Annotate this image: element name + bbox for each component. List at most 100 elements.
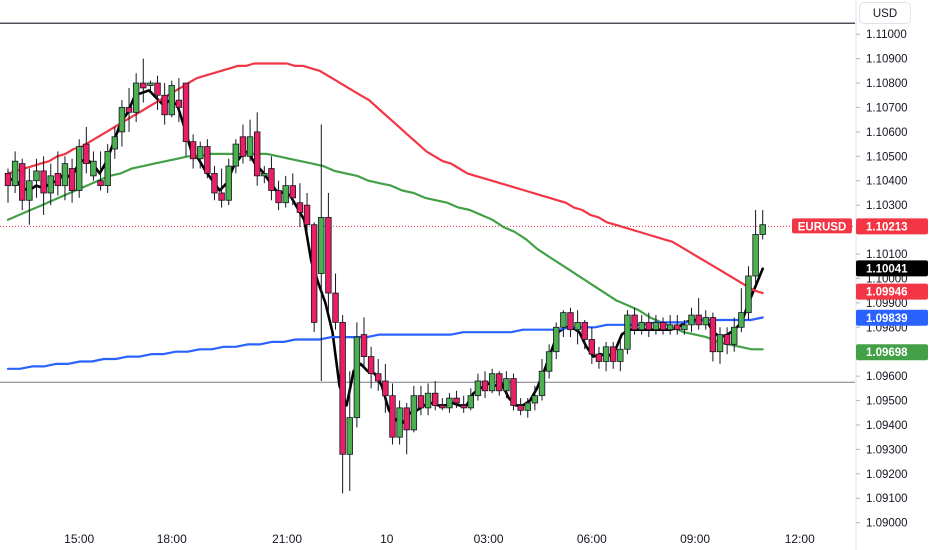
candle	[26, 168, 33, 225]
candle	[275, 180, 282, 211]
candle	[410, 385, 418, 433]
candle-body	[759, 224, 766, 235]
candle-body	[118, 107, 126, 133]
candle	[310, 222, 318, 333]
y-tick-label: 1.11000	[866, 29, 907, 41]
candle	[481, 371, 489, 399]
y-tick-label: 1.09400	[866, 420, 908, 432]
candle-body	[296, 202, 304, 213]
candle	[197, 141, 204, 169]
currency-button[interactable]: USD	[859, 2, 911, 24]
y-tick-label: 1.09500	[866, 396, 908, 408]
candle-body	[253, 131, 261, 177]
candle-body	[225, 165, 232, 201]
candle-body	[125, 107, 133, 113]
candle	[581, 319, 588, 350]
candle	[90, 151, 97, 181]
candle	[602, 341, 610, 372]
candle-body	[431, 392, 439, 406]
candle	[638, 315, 645, 335]
candle-body	[90, 160, 97, 177]
candle-body	[745, 275, 752, 314]
candle	[446, 393, 453, 413]
x-tick-label: 18:00	[157, 532, 187, 546]
candle	[439, 398, 446, 411]
candle	[40, 156, 47, 215]
candle	[161, 83, 168, 125]
candle-body	[446, 397, 453, 409]
candle-body	[503, 378, 510, 392]
candle	[253, 112, 261, 186]
candle-body	[588, 339, 596, 355]
candle-body	[154, 82, 161, 96]
candle-body	[659, 321, 667, 331]
candle	[33, 158, 40, 198]
time-axis[interactable]: 15:00 18:00 21:00 10 03:00 06:00 09:00 12:00	[64, 532, 815, 546]
candle	[624, 310, 631, 355]
candle	[588, 327, 596, 364]
candle	[752, 210, 759, 284]
price-tag-bg	[856, 260, 928, 277]
candle-body	[510, 378, 517, 406]
candle-body	[545, 351, 553, 372]
candle	[545, 344, 553, 379]
candle-body	[140, 82, 147, 89]
candle	[531, 385, 539, 411]
candle	[488, 368, 496, 394]
candle-body	[275, 190, 282, 204]
candle-body	[168, 85, 175, 116]
candle-body	[666, 324, 674, 331]
candle-body	[524, 402, 531, 411]
candle	[154, 75, 161, 110]
candle-body	[517, 405, 524, 411]
candle-body	[645, 321, 652, 331]
candle-body	[638, 321, 645, 331]
candle	[97, 151, 104, 191]
candle-body	[716, 334, 724, 353]
candle	[645, 312, 652, 338]
price-tag-bg	[856, 344, 928, 361]
candle	[674, 315, 681, 335]
candle-body	[617, 348, 624, 362]
horizontal-lines-layer	[0, 22, 855, 383]
candle	[111, 127, 118, 159]
candle-body	[318, 216, 325, 274]
candle	[360, 317, 368, 367]
candle-body	[61, 163, 69, 187]
candle-body	[474, 380, 482, 397]
candles-layer	[4, 58, 766, 494]
price-tag-bg	[856, 218, 928, 235]
candle	[11, 151, 19, 193]
candle-body	[488, 373, 496, 392]
candle-body	[709, 317, 717, 353]
candle-body	[688, 314, 695, 326]
candle	[318, 124, 325, 382]
candle	[496, 371, 503, 396]
candle	[296, 183, 304, 228]
candle	[367, 346, 375, 389]
candle	[745, 266, 752, 320]
y-tick-label: 1.09600	[866, 371, 908, 383]
candle	[695, 297, 702, 330]
candle-body	[553, 326, 560, 353]
candle-body	[175, 99, 183, 108]
candle-body	[68, 168, 76, 191]
y-tick-label: 1.09900	[866, 298, 908, 310]
candle	[538, 359, 546, 401]
candle-body	[610, 346, 617, 362]
candle-body	[410, 395, 418, 431]
candle	[289, 173, 296, 206]
candle-body	[367, 356, 375, 375]
price-axis[interactable]: 1.11000 1.10900 1.10800 1.10700 1.10600 1.105…	[856, 29, 908, 530]
candle-body	[396, 407, 403, 438]
candle-body	[531, 395, 539, 404]
candle	[375, 359, 382, 391]
candle	[83, 127, 90, 174]
candle	[204, 139, 211, 179]
candle	[503, 371, 510, 399]
candle	[147, 80, 154, 91]
candle-body	[111, 136, 118, 150]
x-tick-label: 21:00	[272, 532, 302, 546]
candle	[389, 383, 396, 445]
